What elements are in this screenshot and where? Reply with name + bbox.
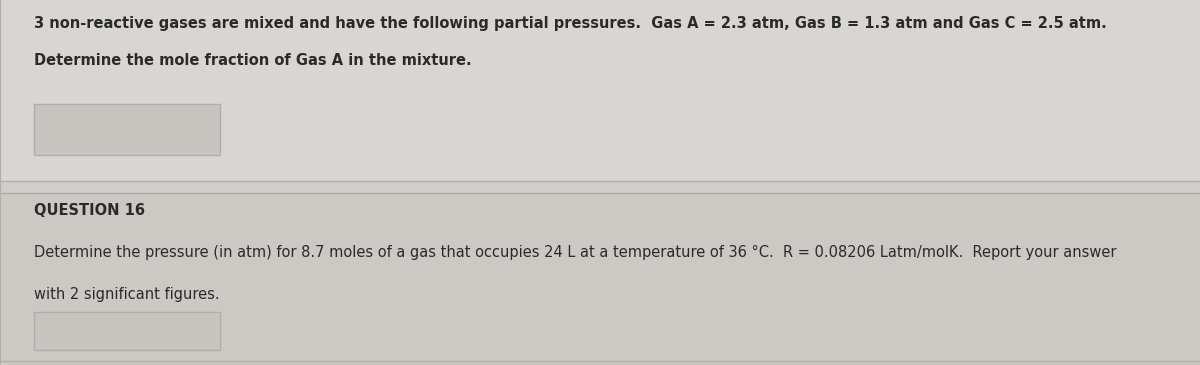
Bar [34, 312, 220, 350]
Bar [34, 104, 220, 155]
Text: Determine the pressure (in atm) for 8.7 moles of a gas that occupies 24 L at a t: Determine the pressure (in atm) for 8.7 … [34, 245, 1116, 260]
Text: 3 non-reactive gases are mixed and have the following partial pressures.  Gas A : 3 non-reactive gases are mixed and have … [34, 16, 1106, 31]
Bar [0, 193, 1200, 365]
Bar [0, 0, 1200, 181]
Text: with 2 significant figures.: with 2 significant figures. [34, 287, 220, 301]
Text: Determine the mole fraction of Gas A in the mixture.: Determine the mole fraction of Gas A in … [34, 53, 472, 68]
Text: QUESTION 16: QUESTION 16 [34, 203, 145, 218]
